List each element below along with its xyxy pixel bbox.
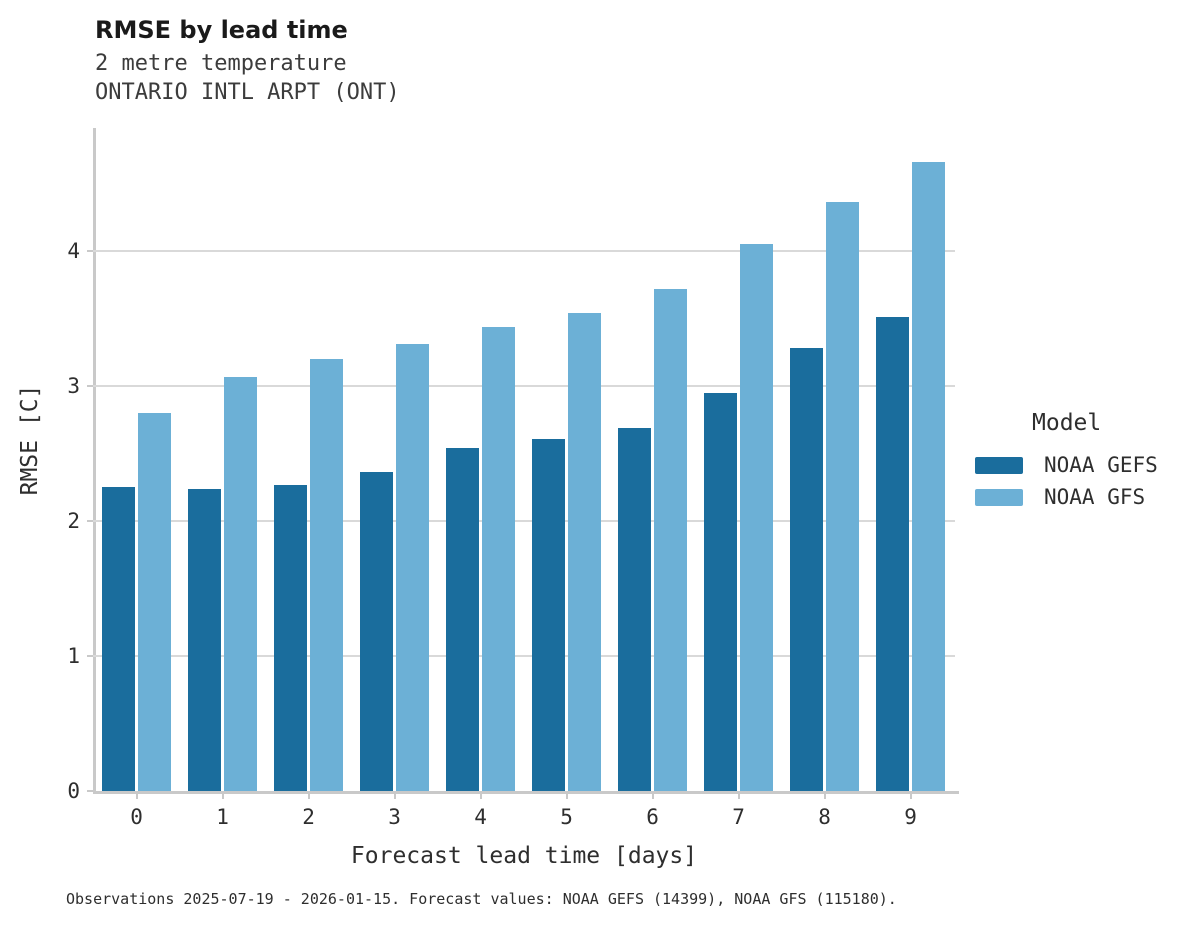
y-tick-label-4: 4 [67, 239, 80, 263]
x-tick-mark-0 [135, 794, 138, 799]
chart-title: RMSE by lead time [95, 16, 348, 44]
chart-subtitle-station: ONTARIO INTL ARPT (ONT) [95, 80, 400, 105]
bar-noaa-gfs-lead-7 [740, 244, 773, 791]
bar-noaa-gfs-lead-2 [310, 359, 343, 791]
bar-noaa-gefs-lead-3 [360, 472, 393, 791]
gridline-y-2 [93, 520, 955, 522]
x-tick-label-1: 1 [216, 805, 229, 829]
y-tick-mark-0 [87, 790, 93, 792]
x-tick-label-8: 8 [818, 805, 831, 829]
legend-label: NOAA GEFS [1044, 453, 1158, 477]
legend-items: NOAA GEFS NOAA GFS [975, 449, 1158, 513]
bar-noaa-gefs-lead-7 [704, 392, 737, 791]
bar-noaa-gfs-lead-6 [654, 288, 687, 791]
x-tick-label-4: 4 [474, 805, 487, 829]
x-tick-label-6: 6 [646, 805, 659, 829]
bar-noaa-gfs-lead-0 [138, 413, 171, 791]
bar-noaa-gefs-lead-9 [876, 317, 909, 791]
chart-subtitle-variable: 2 metre temperature [95, 51, 347, 76]
y-tick-label-1: 1 [67, 644, 80, 668]
bar-noaa-gfs-lead-1 [224, 376, 257, 791]
legend-item-noaa-gfs: NOAA GFS [975, 481, 1158, 513]
y-tick-label-2: 2 [67, 509, 80, 533]
bar-noaa-gefs-lead-0 [102, 487, 135, 791]
bar-noaa-gfs-lead-4 [482, 326, 515, 791]
x-tick-label-7: 7 [732, 805, 745, 829]
x-axis-title: Forecast lead time [days] [350, 843, 698, 869]
x-tick-mark-6 [651, 794, 654, 799]
y-axis-title: RMSE [C] [17, 384, 43, 496]
x-tick-label-3: 3 [388, 805, 401, 829]
y-tick-label-0: 0 [67, 779, 80, 803]
legend: Model NOAA GEFS NOAA GFS [975, 410, 1158, 513]
legend-swatch-icon [975, 488, 1023, 506]
bar-noaa-gefs-lead-1 [188, 488, 221, 791]
legend-title: Model [1032, 410, 1102, 436]
plot-area [93, 128, 955, 791]
bar-noaa-gfs-lead-8 [826, 202, 859, 791]
bar-noaa-gefs-lead-5 [532, 438, 565, 791]
bar-noaa-gfs-lead-5 [568, 313, 601, 791]
legend-item-noaa-gefs: NOAA GEFS [975, 449, 1158, 481]
x-tick-label-5: 5 [560, 805, 573, 829]
bar-noaa-gfs-lead-3 [396, 344, 429, 791]
y-tick-mark-3 [87, 385, 93, 387]
bar-noaa-gefs-lead-4 [446, 448, 479, 791]
x-tick-mark-5 [565, 794, 568, 799]
bar-noaa-gfs-lead-9 [912, 161, 945, 791]
x-tick-mark-2 [307, 794, 310, 799]
bar-noaa-gefs-lead-2 [274, 484, 307, 791]
x-tick-mark-7 [737, 794, 740, 799]
bar-noaa-gefs-lead-8 [790, 348, 823, 791]
y-tick-label-3: 3 [67, 374, 80, 398]
gridline-y-4 [93, 250, 955, 252]
x-axis-spine [93, 791, 959, 794]
gridline-y-1 [93, 655, 955, 657]
y-tick-mark-2 [87, 520, 93, 522]
x-tick-mark-1 [221, 794, 224, 799]
x-tick-label-9: 9 [904, 805, 917, 829]
x-tick-mark-4 [479, 794, 482, 799]
y-tick-mark-4 [87, 250, 93, 252]
y-axis-spine [93, 128, 96, 794]
x-tick-label-2: 2 [302, 805, 315, 829]
x-tick-mark-8 [823, 794, 826, 799]
x-tick-mark-3 [393, 794, 396, 799]
legend-label: NOAA GFS [1044, 485, 1146, 509]
x-tick-mark-9 [909, 794, 912, 799]
bar-noaa-gefs-lead-6 [618, 427, 651, 791]
x-tick-label-0: 0 [130, 805, 143, 829]
y-tick-mark-1 [87, 655, 93, 657]
footer-caption: Observations 2025-07-19 - 2026-01-15. Fo… [66, 890, 897, 908]
legend-swatch-icon [975, 456, 1023, 474]
gridline-y-3 [93, 385, 955, 387]
